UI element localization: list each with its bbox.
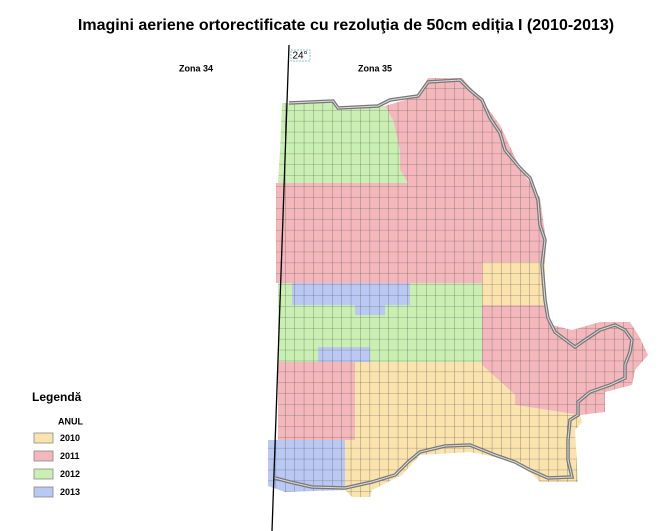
legend-label: 2010 — [60, 433, 80, 443]
tile-grid — [278, 362, 355, 440]
tile-grid — [482, 262, 545, 305]
meridian-box — [290, 49, 311, 62]
legend-swatch — [33, 468, 54, 480]
legend-swatch — [33, 450, 54, 462]
legend-swatch — [33, 486, 54, 498]
zone-label: Zona 34 — [179, 63, 213, 73]
legend-title: Legendă — [32, 390, 82, 404]
legend-label: 2013 — [60, 487, 80, 497]
tile-grid — [278, 101, 408, 183]
legend-label: 2012 — [60, 469, 80, 479]
zone-boundary — [271, 44, 290, 531]
legend: 2010 2011 2012 2013 — [33, 432, 80, 498]
tile-grid — [292, 283, 410, 315]
legend-label: 2011 — [60, 451, 80, 461]
border-inner — [274, 79, 633, 489]
title: Imagini aeriene ortorectificate cu rezol… — [78, 17, 614, 34]
meridian-label: 24° — [292, 51, 307, 62]
regions — [268, 78, 648, 497]
legend-subtitle: ANUL — [58, 416, 83, 426]
legend-swatch — [33, 432, 54, 444]
zone-label: Zona 35 — [358, 63, 392, 73]
tile-grid — [318, 347, 370, 362]
tile-grid — [276, 78, 546, 283]
tile-grid — [268, 440, 345, 492]
tile-grid — [345, 362, 582, 497]
